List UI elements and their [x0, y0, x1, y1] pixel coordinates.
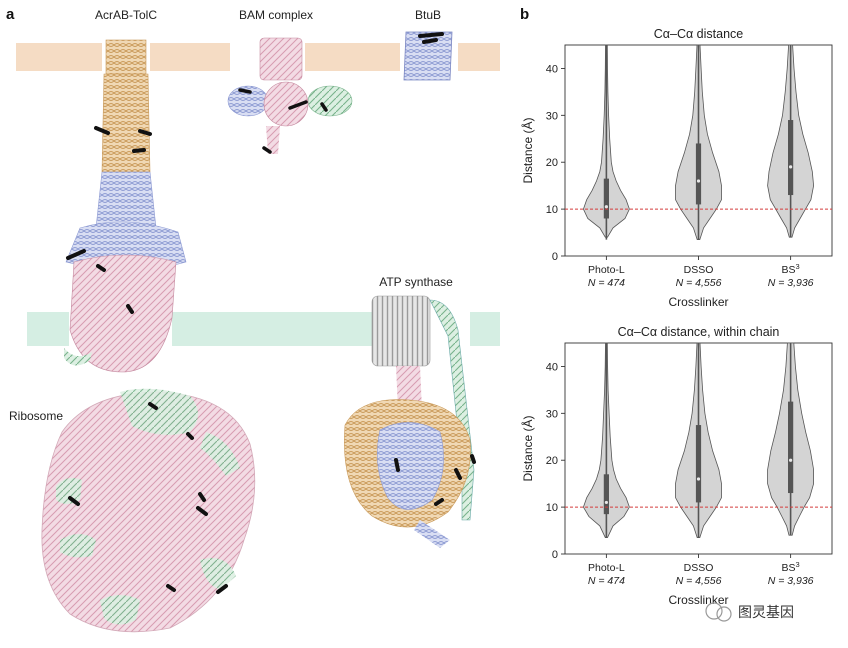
btub-structure: [403, 31, 453, 81]
iqr-box-1: [695, 143, 702, 205]
n-count-label: N = 474: [588, 277, 625, 289]
watermark: 图灵基因: [705, 602, 794, 622]
median-2: [789, 458, 793, 462]
y-tick-label: 30: [546, 408, 558, 420]
iqr-box-0: [603, 474, 609, 515]
label-atp-synthase: ATP synthase: [379, 275, 453, 289]
iqr-box-2: [788, 401, 794, 494]
category-label: DSSO: [684, 264, 714, 276]
outer-membrane: [16, 43, 500, 71]
panel-b: b Cα–Cα distance 0 10 20 30 40 Distance (Å) Pho…: [520, 6, 833, 607]
label-btub: BtuB: [415, 8, 441, 22]
wechat-icon: [705, 602, 723, 620]
n-count-label: N = 4,556: [676, 575, 722, 587]
inner-membrane: [27, 312, 500, 346]
y-tick-label: 10: [546, 204, 558, 216]
violin-chart-within-chain: Cα–Cα distance, within chain 0 10 20 30 40 Dis…: [520, 325, 833, 607]
iqr-box-0: [603, 178, 609, 219]
watermark-text: 图灵基因: [738, 604, 794, 621]
y-tick-label: 30: [546, 110, 558, 122]
median-1: [696, 179, 701, 183]
y-tick-label: 20: [546, 455, 558, 467]
violin-chart-all: Cα–Cα distance 0 10 20 30 40 Distance (Å) Photo…: [520, 27, 833, 309]
y-tick-label: 40: [546, 361, 558, 373]
median-1: [696, 477, 701, 481]
iqr-box-2: [788, 120, 794, 196]
y-tick-label: 0: [552, 251, 558, 263]
chart-title: Cα–Cα distance: [654, 27, 744, 41]
y-tick-label: 0: [552, 549, 558, 561]
panel-b-letter: b: [520, 6, 529, 23]
label-acrab-tolc: AcrAB-TolC: [95, 8, 157, 22]
n-count-label: N = 3,936: [768, 575, 814, 587]
category-label: Photo-L: [588, 264, 625, 276]
y-tick-label: 20: [546, 157, 558, 169]
median-0: [604, 500, 608, 505]
category-label: BS3: [782, 262, 800, 276]
category-label: BS3: [782, 560, 800, 574]
n-count-label: N = 4,556: [676, 277, 722, 289]
ribosome-structure: [41, 388, 256, 633]
y-axis-label: Distance (Å): [520, 415, 535, 481]
label-bam-complex: BAM complex: [239, 8, 313, 22]
x-axis-label: Crosslinker: [668, 295, 728, 309]
atp-synthase-structure: [344, 295, 476, 548]
wechat-bubble-icon: [716, 606, 732, 622]
y-tick-label: 40: [546, 63, 558, 75]
iqr-box-1: [695, 425, 702, 503]
chart-title: Cα–Cα distance, within chain: [618, 325, 780, 339]
category-label: DSSO: [684, 562, 714, 574]
label-ribosome: Ribosome: [9, 409, 63, 423]
y-tick-label: 10: [546, 502, 558, 514]
panel-a: a AcrAB-TolC: [6, 6, 500, 633]
n-count-label: N = 474: [588, 575, 625, 587]
bam-complex-structure: [227, 37, 353, 154]
y-axis-label: Distance (Å): [520, 117, 535, 183]
acrab-tolc-structure: [64, 39, 187, 373]
n-count-label: N = 3,936: [768, 277, 814, 289]
category-label: Photo-L: [588, 562, 625, 574]
median-0: [604, 205, 608, 209]
median-2: [789, 165, 793, 169]
panel-a-letter: a: [6, 6, 15, 23]
